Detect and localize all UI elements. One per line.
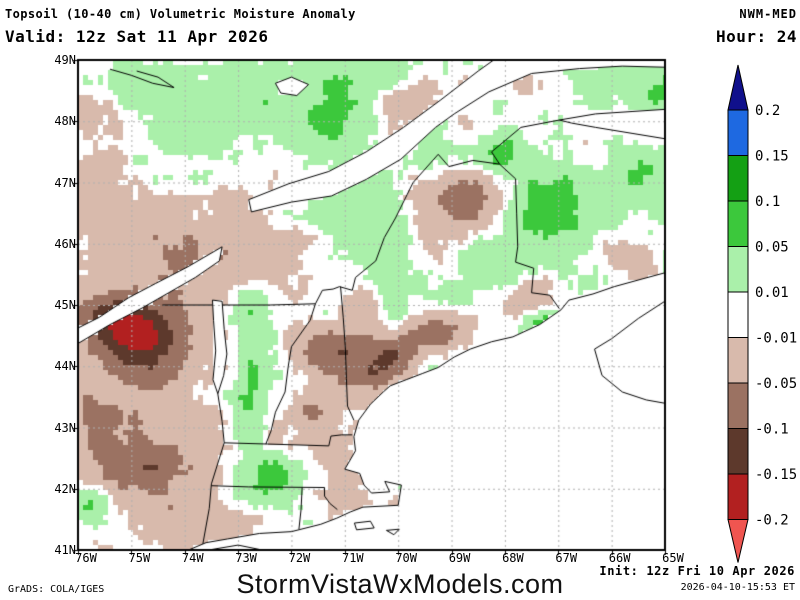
colorbar-tick-label: -0.01 (755, 331, 797, 347)
grads-credit: GrADS: COLA/IGES (8, 584, 105, 595)
lat-tick-label: 49N (54, 53, 76, 67)
lon-tick-label: 70W (395, 551, 418, 565)
lon-tick-label: 71W (341, 551, 364, 565)
lat-tick-label: 43N (54, 420, 76, 435)
lat-tick-label: 44N (54, 359, 76, 374)
colorbar-segment (727, 473, 749, 520)
colorbar-tick-label: -0.15 (755, 467, 797, 483)
colorbar-segment (727, 337, 749, 384)
branding-watermark: StormVistaWxModels.com (236, 569, 564, 599)
page-title: Topsoil (10-40 cm) Volumetric Moisture A… (5, 7, 356, 21)
colorbar-tick-label: 0.1 (755, 194, 780, 210)
colorbar-arrow (727, 519, 749, 563)
lon-tick-label: 75W (128, 551, 151, 565)
lon-tick-label: 68W (502, 551, 524, 565)
lon-tick-label: 73W (235, 551, 257, 565)
colorbar-tick-label: -0.1 (755, 422, 789, 438)
lat-tick-label: 45N (54, 298, 76, 312)
colorbar-segment (727, 200, 749, 247)
colorbar-segment (727, 382, 749, 429)
valid-time: Valid: 12z Sat 11 Apr 2026 (5, 27, 269, 46)
lon-tick-label: 67W (555, 551, 578, 565)
lon-tick-label: 74W (181, 551, 204, 565)
model-name: NWM-MED (739, 7, 797, 21)
colorbar: 0.2 0.15 0.1 0.05 0.01 -0.01 -0.05 -0.1 -0.15 -0.… (727, 64, 797, 563)
colorbar-tick-label: -0.2 (755, 513, 789, 529)
lon-tick-label: 76W (75, 551, 97, 565)
moisture-anomaly-map (70, 52, 673, 558)
lat-tick-label: 42N (54, 481, 76, 496)
colorbar-segment (727, 155, 749, 202)
forecast-hour: Hour: 24 (715, 27, 797, 46)
colorbar-segment (727, 428, 749, 475)
colorbar-segment (727, 291, 749, 338)
lon-tick-label: 72W (288, 551, 311, 565)
colorbar-tick-label: 0.2 (755, 103, 780, 119)
colorbar-segment (727, 246, 749, 293)
colorbar-segment (727, 109, 749, 156)
lat-tick-label: 41N (54, 543, 76, 557)
colorbar-tick-label: 0.15 (755, 149, 789, 165)
generation-timestamp: 2026-04-10-15:53 ET (680, 582, 795, 593)
lon-tick-label: 66W (608, 551, 631, 565)
colorbar-arrow (727, 64, 749, 111)
lat-tick-label: 46N (54, 236, 76, 251)
lat-tick-label: 48N (54, 114, 76, 129)
colorbar-tick-label: 0.05 (755, 240, 789, 256)
colorbar-tick-label: 0.01 (755, 285, 789, 301)
init-time: Init: 12z Fri 10 Apr 2026 (599, 564, 795, 578)
colorbar-tick-label: -0.05 (755, 376, 797, 392)
lon-tick-label: 65W (662, 551, 684, 565)
lat-tick-label: 47N (54, 175, 76, 190)
lon-tick-label: 69W (448, 551, 471, 565)
